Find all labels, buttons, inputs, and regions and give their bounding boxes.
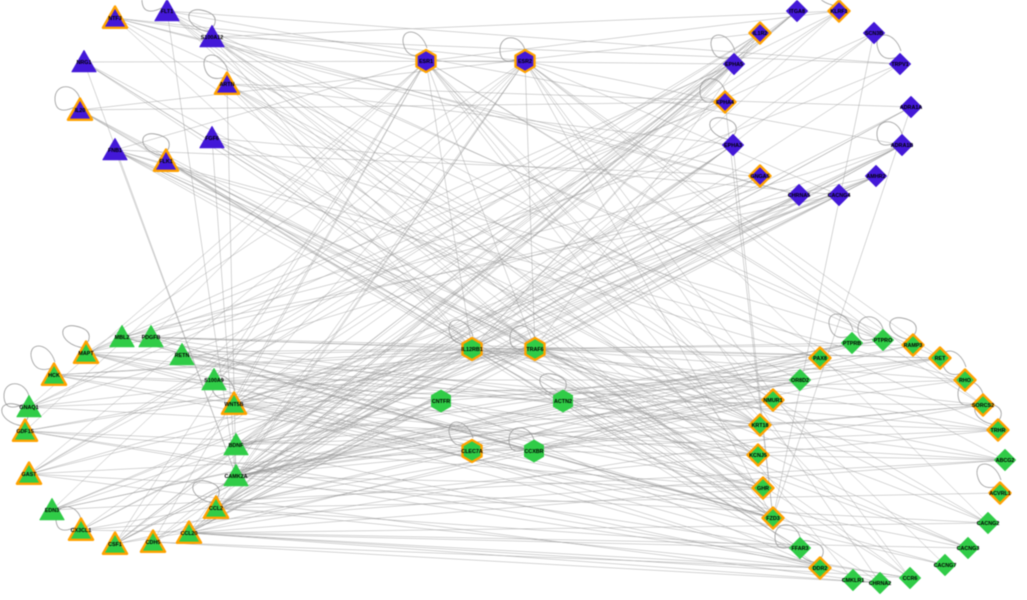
svg-text:FLT1: FLT1 — [161, 9, 173, 15]
svg-text:GHR: GHR — [757, 486, 769, 492]
svg-text:WNT5B: WNT5B — [224, 402, 243, 408]
svg-text:ITGA8: ITGA8 — [789, 9, 805, 15]
svg-text:CACNG4: CACNG4 — [828, 193, 851, 199]
svg-text:FNB1: FNB1 — [108, 148, 122, 154]
svg-text:CCL20: CCL20 — [180, 531, 197, 537]
svg-text:RAMP3: RAMP3 — [904, 343, 923, 349]
svg-text:CCXBR: CCXBR — [524, 449, 543, 455]
svg-text:CLEC7A: CLEC7A — [461, 449, 483, 455]
svg-text:CACNG2: CACNG2 — [977, 521, 1000, 527]
svg-text:CACNG7: CACNG7 — [934, 563, 957, 569]
svg-text:CHRNA2: CHRNA2 — [869, 581, 891, 587]
svg-text:ACVRL1: ACVRL1 — [989, 491, 1011, 497]
svg-text:CSF1: CSF1 — [108, 542, 122, 548]
svg-text:AMHR2: AMHR2 — [866, 174, 885, 180]
svg-text:EPHA4: EPHA4 — [716, 100, 734, 106]
svg-text:NRG1: NRG1 — [77, 60, 92, 66]
svg-text:GNAQ1: GNAQ1 — [19, 405, 38, 411]
svg-text:ADRA1A: ADRA1A — [900, 105, 923, 111]
svg-text:IL20: IL20 — [75, 108, 86, 114]
svg-text:FZD3: FZD3 — [766, 516, 779, 522]
svg-text:KLRF1: KLRF1 — [830, 9, 847, 15]
svg-text:ESR2: ESR2 — [518, 59, 532, 65]
svg-text:RETN: RETN — [175, 353, 190, 359]
svg-text:TRPV1: TRPV1 — [891, 62, 908, 68]
svg-text:KCNJ5: KCNJ5 — [749, 453, 767, 459]
svg-text:NTF3: NTF3 — [108, 16, 121, 22]
svg-text:ARTN: ARTN — [220, 82, 235, 88]
svg-text:SCN3B: SCN3B — [865, 31, 883, 37]
svg-text:IL1R2: IL1R2 — [753, 31, 768, 37]
svg-text:GAST: GAST — [22, 472, 38, 478]
svg-text:PAX8: PAX8 — [813, 356, 827, 362]
svg-text:HCK: HCK — [48, 373, 60, 379]
svg-text:MBL2: MBL2 — [115, 335, 130, 341]
svg-text:PTPRO: PTPRO — [874, 338, 893, 344]
svg-text:CCL2: CCL2 — [209, 506, 223, 512]
svg-text:EDN3: EDN3 — [45, 508, 59, 514]
svg-text:SORCS2: SORCS2 — [972, 403, 994, 409]
svg-text:ACTN2: ACTN2 — [554, 399, 572, 405]
svg-text:MAPT: MAPT — [78, 351, 94, 357]
svg-text:RET: RET — [935, 356, 946, 362]
svg-text:CAMK2A: CAMK2A — [224, 474, 247, 480]
svg-text:CACNG3: CACNG3 — [957, 546, 980, 552]
svg-text:ESR1: ESR1 — [419, 59, 433, 65]
svg-text:CMKLR1: CMKLR1 — [842, 578, 864, 584]
svg-text:FGF6: FGF6 — [205, 136, 219, 142]
svg-text:CCR6: CCR6 — [903, 576, 918, 582]
svg-text:CNTFR: CNTFR — [432, 399, 450, 405]
svg-text:GDF15: GDF15 — [16, 429, 33, 435]
svg-text:ABCG2: ABCG2 — [996, 458, 1015, 464]
svg-text:EPHA5: EPHA5 — [725, 62, 743, 68]
svg-text:NMUR1: NMUR1 — [763, 398, 782, 404]
svg-text:IL12RB1: IL12RB1 — [461, 347, 483, 353]
svg-text:FFAR3: FFAR3 — [791, 546, 808, 552]
svg-text:PDGFB: PDGFB — [142, 335, 161, 341]
svg-text:CX3CL1: CX3CL1 — [71, 528, 92, 534]
svg-text:S100A9: S100A9 — [204, 378, 223, 384]
svg-text:FLK1: FLK1 — [159, 159, 172, 165]
svg-text:DDR2: DDR2 — [813, 566, 828, 572]
svg-text:GNGA5: GNGA5 — [750, 174, 769, 180]
svg-text:CDH5: CDH5 — [146, 540, 161, 546]
svg-text:KRT18: KRT18 — [751, 423, 768, 429]
svg-text:TRAF6: TRAF6 — [526, 347, 543, 353]
svg-text:RHO: RHO — [959, 378, 971, 384]
svg-text:BDNF: BDNF — [229, 443, 245, 449]
svg-text:PTPRB: PTPRB — [843, 341, 861, 347]
svg-text:EPHA3: EPHA3 — [724, 143, 742, 149]
svg-text:ADRA1B: ADRA1B — [891, 143, 914, 149]
svg-text:CHRNA5: CHRNA5 — [788, 193, 810, 199]
svg-text:OR8D2: OR8D2 — [791, 378, 809, 384]
svg-text:S100A12: S100A12 — [201, 35, 223, 41]
svg-text:TRHR: TRHR — [991, 428, 1006, 434]
